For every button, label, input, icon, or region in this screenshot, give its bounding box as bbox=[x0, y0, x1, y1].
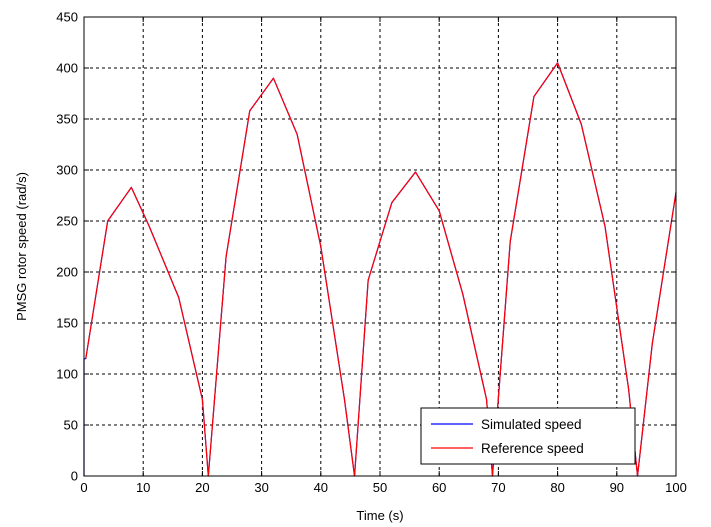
y-axis-label: PMSG rotor speed (rad/s) bbox=[14, 172, 29, 321]
y-tick-label: 400 bbox=[56, 61, 78, 76]
legend-label-simulated: Simulated speed bbox=[481, 417, 582, 432]
x-tick-label: 60 bbox=[432, 480, 446, 495]
tick-labels: 0 10 20 30 40 50 60 70 80 90 100 0 50 100 150 200 250 300… bbox=[56, 10, 687, 496]
y-tick-label: 350 bbox=[56, 112, 78, 127]
x-tick-label: 20 bbox=[195, 480, 209, 495]
x-axis-label: Time (s) bbox=[356, 508, 403, 523]
grid-lines bbox=[84, 17, 676, 476]
y-tick-label: 300 bbox=[56, 163, 78, 178]
y-tick-label: 0 bbox=[71, 469, 78, 484]
x-tick-label: 80 bbox=[550, 480, 564, 495]
y-tick-label: 50 bbox=[64, 418, 78, 433]
x-tick-label: 0 bbox=[80, 480, 87, 495]
legend-box bbox=[420, 407, 636, 465]
y-tick-label: 450 bbox=[56, 10, 78, 25]
y-tick-label: 250 bbox=[56, 214, 78, 229]
y-tick-label: 150 bbox=[56, 316, 78, 331]
x-tick-label: 50 bbox=[373, 480, 387, 495]
series-layer bbox=[83, 62, 677, 477]
x-tick-label: 30 bbox=[254, 480, 268, 495]
x-tick-label: 90 bbox=[610, 480, 624, 495]
legend: Simulated speed Reference speed bbox=[420, 407, 636, 465]
legend-label-reference: Reference speed bbox=[481, 441, 584, 456]
y-tick-label: 100 bbox=[56, 367, 78, 382]
y-tick-label: 200 bbox=[56, 265, 78, 280]
x-tick-label: 40 bbox=[314, 480, 328, 495]
series-line-reference bbox=[85, 62, 677, 477]
x-tick-label: 100 bbox=[665, 480, 687, 495]
x-tick-label: 70 bbox=[491, 480, 505, 495]
x-tick-label: 10 bbox=[136, 480, 150, 495]
